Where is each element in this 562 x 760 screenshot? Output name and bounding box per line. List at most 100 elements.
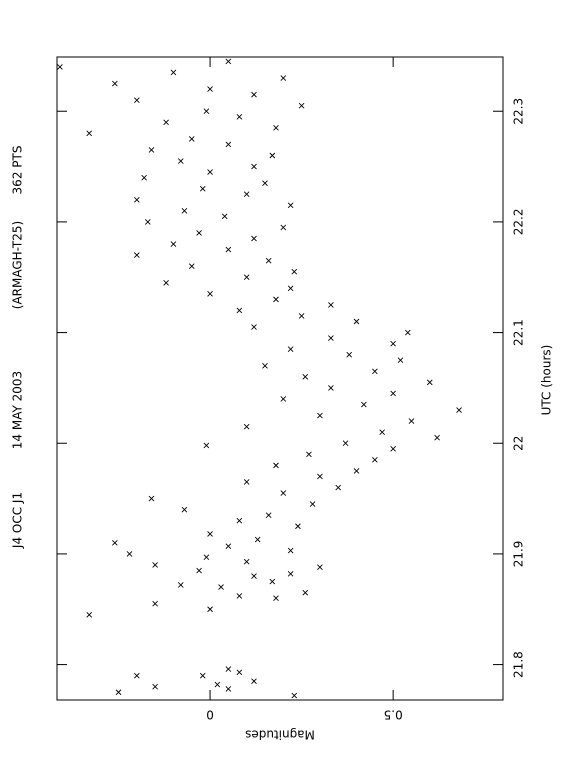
point	[317, 564, 323, 571]
point	[251, 678, 257, 685]
point	[134, 97, 140, 103]
point	[287, 346, 294, 352]
point	[225, 58, 232, 65]
point	[251, 235, 257, 242]
point	[251, 573, 257, 579]
point	[328, 302, 334, 308]
plot-group: UTC (hours) Magnitudes J4 OCC J1 14 MAY 2…	[11, 56, 554, 742]
point	[207, 169, 213, 175]
point	[353, 318, 360, 325]
x-tick-label: 22	[512, 436, 526, 451]
point	[456, 407, 462, 413]
point	[390, 390, 396, 397]
point	[254, 536, 261, 543]
point	[236, 113, 243, 120]
point	[273, 595, 279, 602]
point	[218, 584, 224, 590]
point	[148, 495, 155, 502]
chart-title: 362 PTS	[11, 146, 25, 195]
point	[273, 462, 279, 469]
point	[188, 263, 195, 269]
point	[262, 362, 268, 369]
point	[295, 523, 301, 530]
point	[335, 484, 342, 491]
y-tick-label: 0	[206, 708, 214, 722]
point	[302, 374, 309, 380]
point	[243, 558, 250, 565]
point	[199, 185, 206, 192]
point	[181, 506, 188, 513]
point	[243, 423, 250, 430]
point	[298, 313, 305, 319]
point	[342, 440, 349, 447]
point	[298, 102, 305, 109]
point	[225, 666, 232, 672]
point	[134, 252, 140, 258]
point	[203, 108, 210, 115]
x-axis-label: UTC (hours)	[540, 345, 554, 416]
point	[302, 589, 309, 596]
point	[306, 451, 312, 458]
point	[251, 163, 257, 170]
point	[251, 324, 257, 330]
point	[126, 551, 133, 557]
point	[207, 291, 213, 297]
point	[287, 285, 294, 292]
point	[163, 279, 169, 286]
point	[225, 246, 232, 253]
chart-title: 14 MAY 2003	[11, 371, 25, 449]
point	[221, 213, 228, 220]
x-tick-label: 21.8	[512, 651, 526, 678]
point	[134, 196, 140, 203]
point	[287, 202, 294, 209]
point	[404, 329, 411, 336]
point	[181, 208, 188, 214]
point	[243, 274, 250, 281]
point	[148, 147, 155, 153]
point	[134, 672, 140, 679]
point	[346, 351, 353, 358]
point	[280, 224, 287, 231]
point	[328, 385, 334, 391]
point	[86, 130, 93, 137]
point	[177, 582, 184, 588]
chart-title: J4 OCC J1	[11, 492, 25, 549]
point	[280, 75, 287, 81]
point	[57, 64, 63, 70]
point	[152, 600, 158, 607]
point	[141, 174, 147, 181]
point	[207, 606, 213, 613]
point	[269, 152, 276, 159]
x-tick-label: 21.9	[512, 541, 526, 568]
point	[225, 543, 232, 549]
point	[243, 479, 250, 485]
point	[214, 681, 221, 688]
point	[426, 379, 433, 386]
point	[265, 512, 272, 518]
point	[170, 69, 177, 76]
point	[236, 307, 243, 314]
point	[317, 473, 323, 480]
point	[207, 531, 213, 537]
point	[397, 357, 404, 364]
point	[177, 158, 184, 164]
point	[115, 689, 122, 696]
point	[291, 268, 298, 275]
point	[317, 412, 323, 419]
point	[328, 335, 334, 341]
point	[207, 86, 213, 92]
point	[291, 692, 298, 699]
point	[390, 340, 396, 347]
point	[372, 457, 378, 463]
point	[251, 91, 257, 98]
point	[287, 547, 294, 554]
point	[273, 125, 279, 131]
point	[86, 611, 93, 618]
point	[199, 672, 206, 679]
plot-frame	[56, 56, 504, 701]
point	[196, 230, 202, 236]
point	[269, 578, 276, 585]
point	[273, 296, 279, 303]
point	[353, 468, 360, 474]
point	[236, 593, 243, 599]
